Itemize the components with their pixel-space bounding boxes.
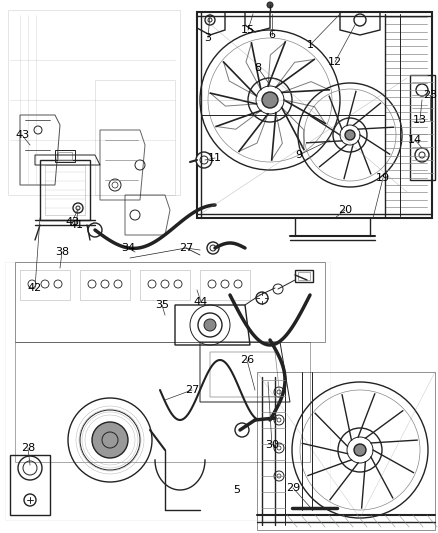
Text: 29: 29 [286, 483, 300, 493]
Text: 38: 38 [55, 247, 69, 257]
Text: 43: 43 [15, 130, 29, 140]
Circle shape [88, 223, 102, 237]
Bar [140, 270, 190, 300]
Text: 13: 13 [413, 115, 427, 125]
Text: 26: 26 [240, 355, 254, 365]
Bar [200, 270, 250, 300]
Circle shape [345, 130, 355, 140]
Text: 9: 9 [296, 150, 303, 160]
Circle shape [204, 319, 216, 331]
Bar [58, 152, 72, 160]
Bar [10, 455, 50, 515]
Text: 3: 3 [205, 33, 212, 43]
Text: 19: 19 [376, 173, 390, 183]
Circle shape [196, 152, 212, 168]
Text: 28: 28 [21, 443, 35, 453]
Text: 35: 35 [155, 300, 169, 310]
Text: 15: 15 [241, 25, 255, 35]
Text: 20: 20 [338, 205, 352, 215]
Bar [298, 272, 310, 280]
Text: 27: 27 [179, 243, 193, 253]
Text: 14: 14 [408, 135, 422, 145]
Circle shape [267, 2, 273, 8]
Circle shape [235, 423, 249, 437]
Bar [257, 372, 435, 530]
Bar [295, 270, 313, 282]
Text: 44: 44 [194, 297, 208, 307]
Circle shape [207, 242, 219, 254]
Text: 34: 34 [121, 243, 135, 253]
Text: 30: 30 [265, 440, 279, 450]
Circle shape [92, 422, 128, 458]
Text: 11: 11 [208, 153, 222, 163]
Bar [80, 270, 130, 300]
Text: 8: 8 [254, 63, 261, 73]
Bar [20, 270, 70, 300]
Bar [197, 12, 432, 218]
Text: 43: 43 [65, 217, 79, 227]
Circle shape [262, 92, 278, 108]
Text: 42: 42 [28, 283, 42, 293]
Text: 23: 23 [423, 90, 437, 100]
Text: 12: 12 [328, 57, 342, 67]
Bar [55, 150, 75, 162]
Text: 41: 41 [69, 220, 83, 230]
Circle shape [354, 444, 366, 456]
Text: 5: 5 [233, 485, 240, 495]
Text: 1: 1 [307, 40, 314, 50]
Text: 6: 6 [268, 30, 276, 40]
Text: 27: 27 [185, 385, 199, 395]
